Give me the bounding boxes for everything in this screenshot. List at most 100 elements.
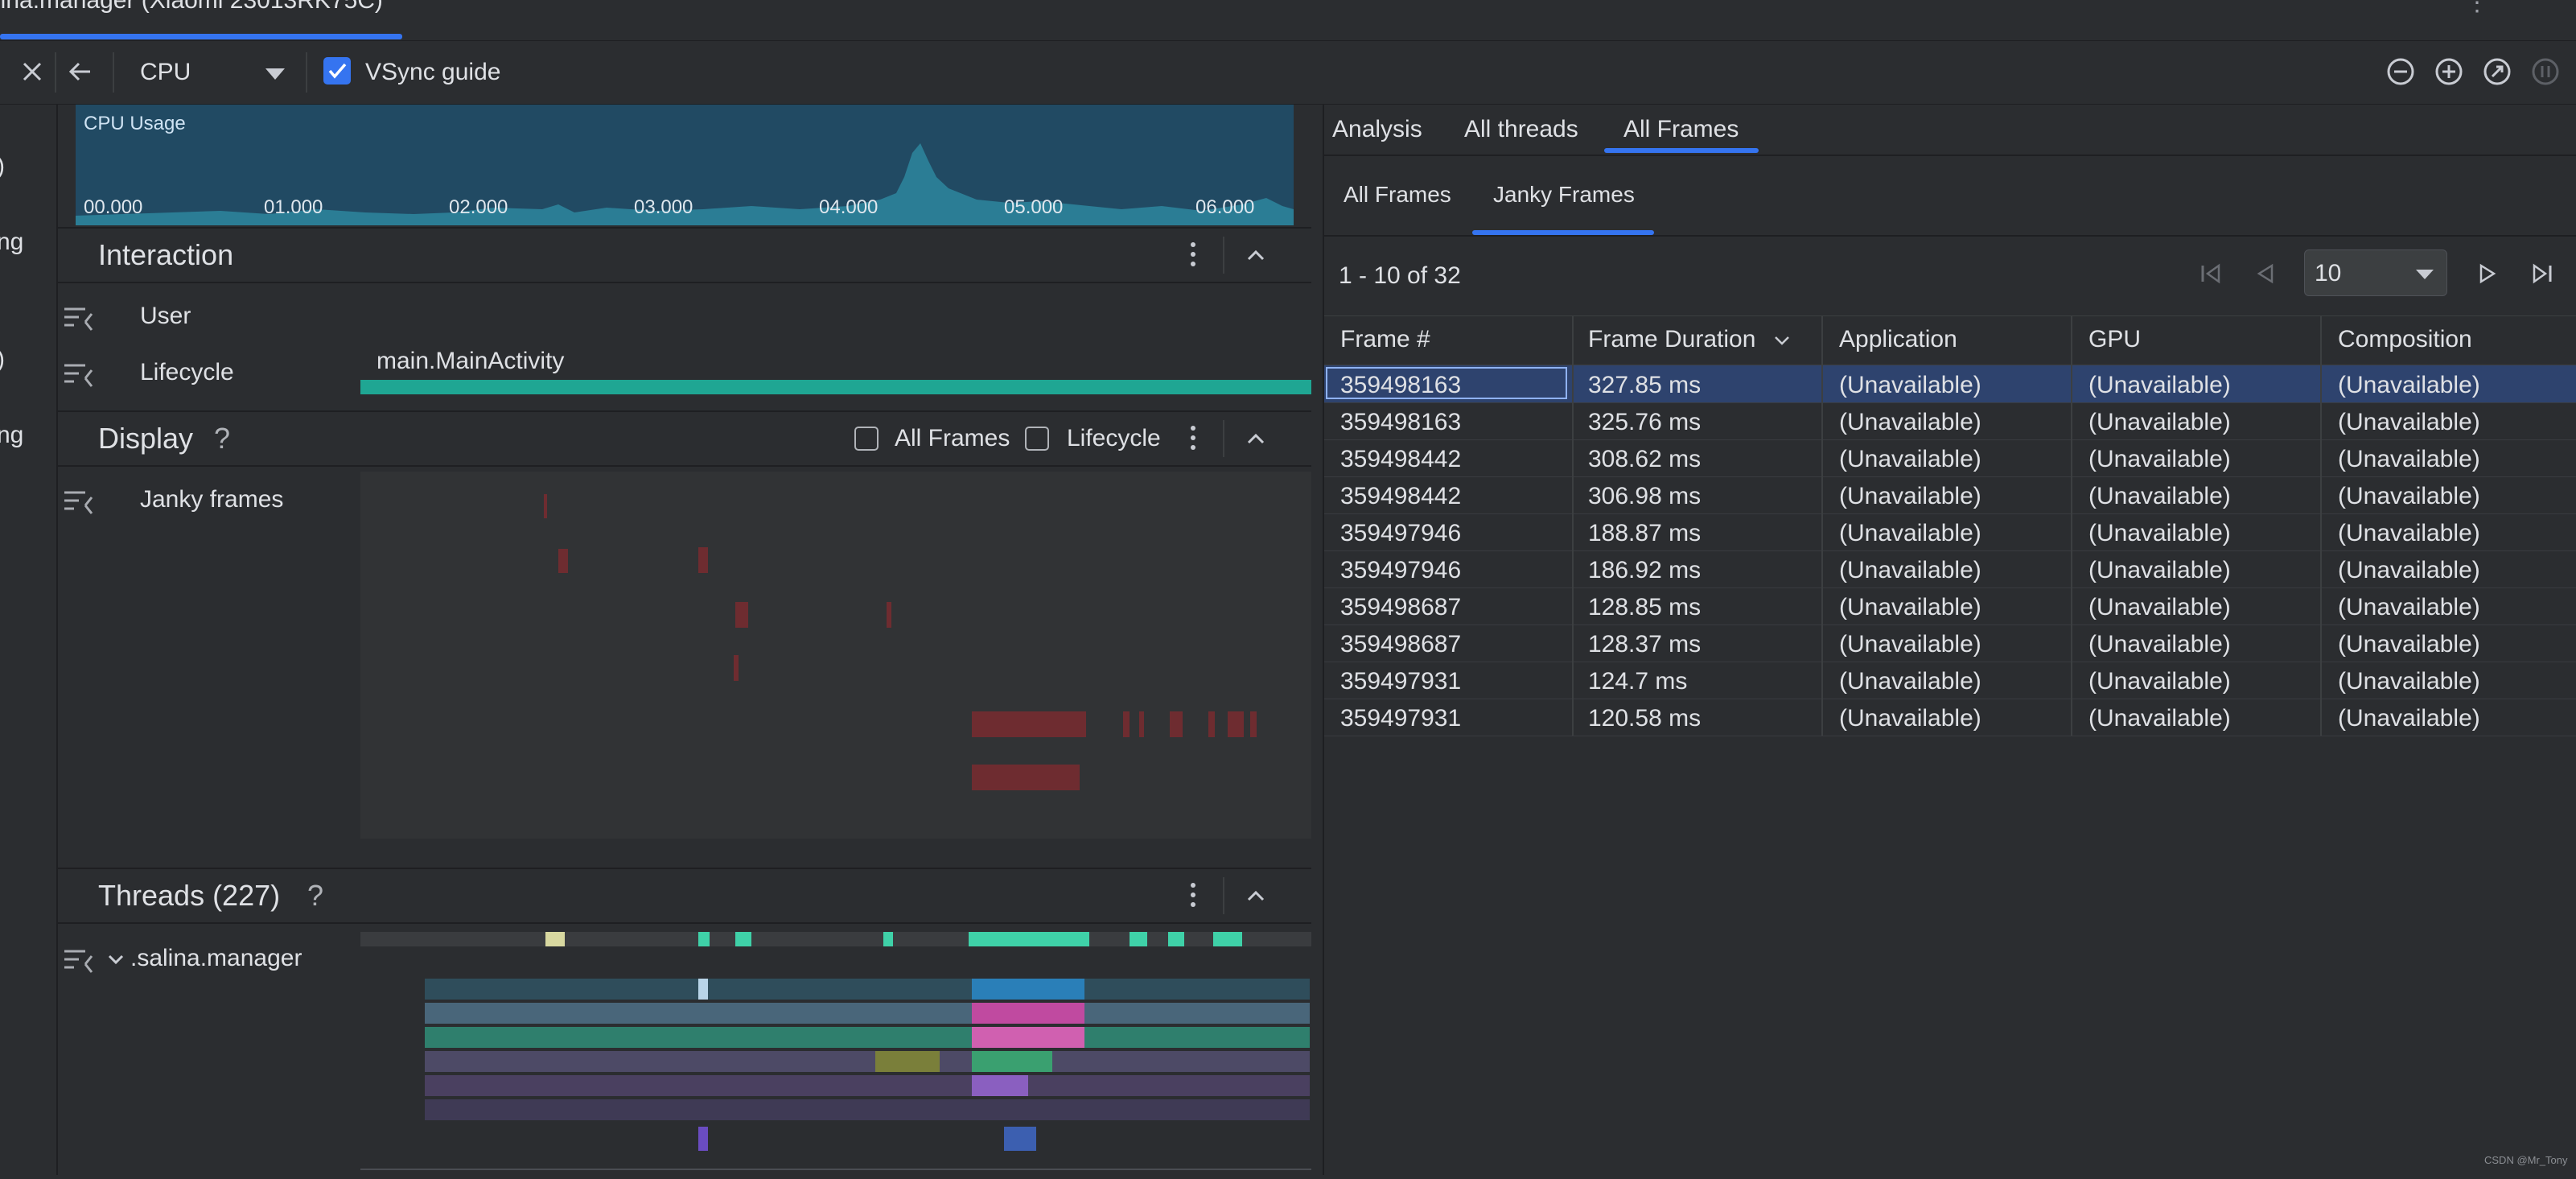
more-options-icon[interactable] [1189,240,1197,269]
janky-frame-bar[interactable] [734,655,739,681]
column-header-application[interactable]: Application [1839,326,1957,352]
tab-all-frames[interactable]: All Frames [1623,116,1739,142]
page-size-dropdown[interactable]: 10 [2304,249,2447,296]
vsync-guide-label: VSync guide [365,59,501,85]
thread-activity-graph [360,932,1311,1170]
cell-frame-duration: 120.58 ms [1588,705,1702,732]
next-page-icon[interactable] [2473,259,2502,288]
chevron-up-icon[interactable] [1244,427,1268,451]
subtab-all-frames[interactable]: All Frames [1344,182,1451,207]
track-label-lifecycle: Lifecycle [140,359,234,385]
column-header-gpu[interactable]: GPU [2088,326,2142,352]
cell-application: (Unavailable) [1839,557,1981,583]
janky-frame-bar[interactable] [1228,711,1244,737]
time-tick-label: 04.000 [819,196,879,218]
track-label-janky-frames: Janky frames [140,486,284,513]
janky-frame-bar[interactable] [887,602,891,628]
vsync-guide-checkbox[interactable] [323,57,351,85]
janky-frame-bar[interactable] [698,547,708,573]
back-arrow-icon[interactable] [63,54,98,89]
time-tick-label: 01.000 [264,196,323,218]
thread-activity-track[interactable] [360,930,1311,1175]
first-page-icon[interactable] [2196,259,2225,288]
track-filter-icon[interactable] [63,946,95,974]
column-divider[interactable] [1821,316,1823,365]
column-header-frame-duration[interactable]: Frame Duration [1588,326,1756,352]
janky-frame-bar[interactable] [544,494,547,518]
cell-frame-number: 359497946 [1340,520,1462,546]
subtab-janky-frames[interactable]: Janky Frames [1493,182,1635,207]
chevron-down-icon[interactable] [106,950,126,969]
table-row[interactable]: 359497931 124.7 ms (Unavailable) (Unavai… [1324,662,2576,699]
janky-frame-bar[interactable] [1208,711,1215,737]
table-row[interactable]: 359498687 128.37 ms (Unavailable) (Unava… [1324,625,2576,662]
sidebar-text: ng [0,422,24,448]
more-options-icon[interactable] [1189,880,1197,909]
help-icon[interactable]: ? [307,879,324,912]
window-title: lina.manager (Xiaomi 23013RK75C) [0,0,383,14]
all-frames-filter-label: All Frames [895,425,1010,451]
janky-frame-bar[interactable] [972,765,1080,790]
more-options-icon[interactable] [1189,423,1197,452]
table-row[interactable]: 359498442 308.62 ms (Unavailable) (Unava… [1324,439,2576,477]
table-row[interactable]: 359497931 120.58 ms (Unavailable) (Unava… [1324,699,2576,736]
column-header-frame-number[interactable]: Frame # [1340,326,1430,352]
table-row[interactable]: 359497946 188.87 ms (Unavailable) (Unava… [1324,513,2576,551]
chevron-up-icon[interactable] [1244,884,1268,908]
help-icon[interactable]: ? [214,422,231,455]
all-frames-checkbox[interactable] [854,427,879,451]
table-row[interactable]: 359498163 327.85 ms (Unavailable) (Unava… [1324,365,2576,403]
cell-frame-number: 359498163 [1340,409,1462,435]
watermark: CSDN @Mr_Tony [2484,1154,2568,1166]
janky-frame-bar[interactable] [972,711,1086,737]
profiler-dropdown[interactable]: CPU [137,51,290,94]
janky-frame-bar[interactable] [1123,711,1130,737]
cell-gpu: (Unavailable) [2088,594,2231,620]
tab-analysis[interactable]: Analysis [1332,116,1422,142]
lifecycle-event-bar[interactable] [360,380,1311,394]
focused-cell-outline [1326,367,1567,399]
cpu-usage-chart[interactable]: CPU Usage 00.000 01.000 02.000 03.000 04… [76,105,1294,225]
chevron-up-icon[interactable] [1244,243,1268,267]
janky-frame-bar[interactable] [1170,711,1183,737]
table-row[interactable]: 359497946 186.92 ms (Unavailable) (Unava… [1324,550,2576,588]
cell-frame-number: 359498442 [1340,446,1462,472]
cell-frame-duration: 325.76 ms [1588,409,1702,435]
column-divider[interactable] [1572,316,1574,365]
toolbar-divider [55,52,56,93]
tab-all-threads[interactable]: All threads [1464,116,1578,142]
track-filter-icon[interactable] [63,304,95,332]
zoom-out-icon[interactable] [2385,56,2417,88]
header-divider [1223,877,1224,914]
profiler-dropdown-value: CPU [140,59,191,85]
zoom-in-icon[interactable] [2433,56,2465,88]
cell-frame-number: 359497931 [1340,705,1462,732]
janky-frames-track[interactable] [360,472,1311,839]
lifecycle-checkbox[interactable] [1025,427,1049,451]
previous-page-icon[interactable] [2251,259,2280,288]
column-divider[interactable] [2320,316,2322,365]
attach-to-live-icon[interactable] [2529,56,2562,88]
table-row[interactable]: 359498163 325.76 ms (Unavailable) (Unava… [1324,402,2576,440]
close-icon[interactable] [14,54,50,89]
cell-application: (Unavailable) [1839,705,1981,732]
time-tick-label: 02.000 [449,196,508,218]
process-label: .salina.manager [130,945,302,971]
janky-frame-bar[interactable] [735,602,748,628]
janky-frame-bar[interactable] [1139,711,1144,737]
sort-descending-icon[interactable] [1773,332,1791,348]
table-row[interactable]: 359498442 306.98 ms (Unavailable) (Unava… [1324,476,2576,514]
reset-zoom-icon[interactable] [2481,56,2513,88]
track-filter-icon[interactable] [63,361,95,388]
table-row[interactable]: 359498687 128.85 ms (Unavailable) (Unava… [1324,587,2576,625]
more-options-icon[interactable]: ⋮ [2465,0,2489,16]
chevron-down-icon [265,68,285,80]
cell-composition: (Unavailable) [2338,372,2480,398]
janky-frame-bar[interactable] [1250,711,1257,737]
track-filter-icon[interactable] [63,488,95,515]
janky-frame-bar[interactable] [558,549,568,573]
column-header-composition[interactable]: Composition [2338,326,2472,352]
title-bar: lina.manager (Xiaomi 23013RK75C) ⋮ [0,0,2576,41]
last-page-icon[interactable] [2528,259,2557,288]
column-divider[interactable] [2071,316,2072,365]
